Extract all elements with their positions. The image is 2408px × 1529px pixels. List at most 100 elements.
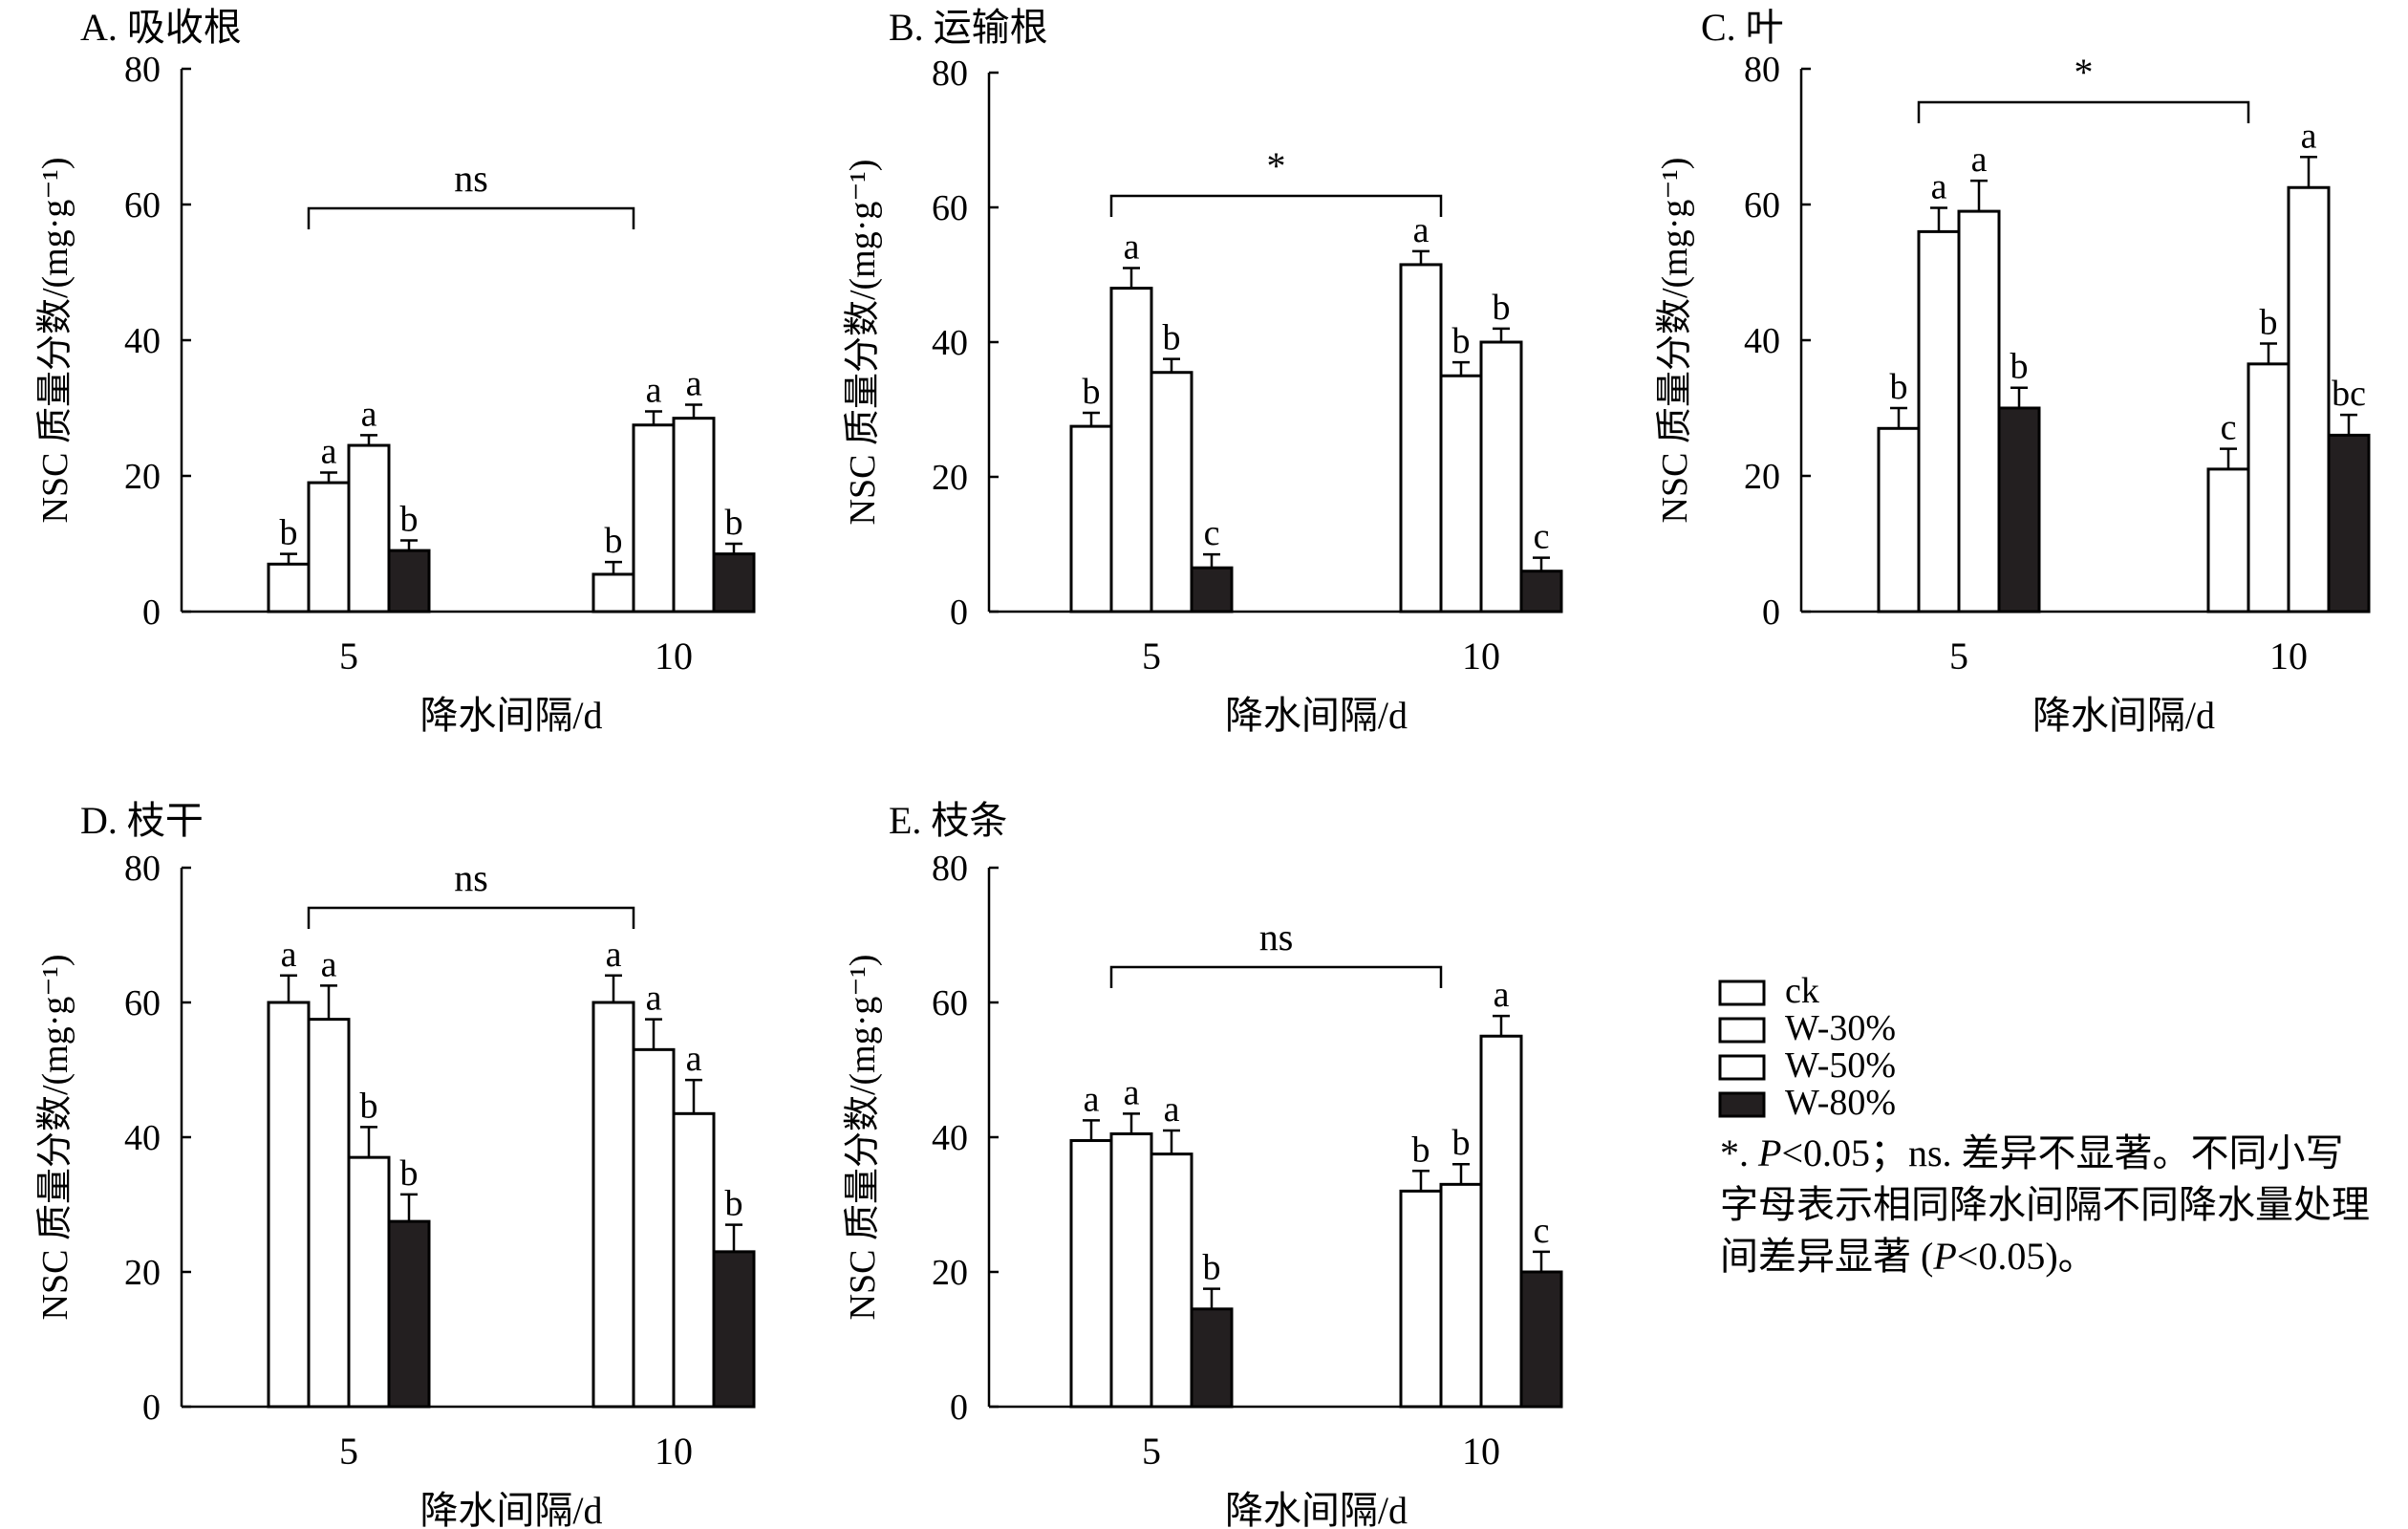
bar-W-50%-10: [1479, 1034, 1523, 1409]
bar-W-50%-10: [672, 417, 716, 614]
note-p-symbol-2: P: [1933, 1235, 1957, 1278]
y-tick-label: 20: [1744, 457, 1780, 497]
comparison-label: ns: [454, 157, 488, 200]
x-tick-label: 5: [339, 1430, 358, 1473]
comparison-bracket: [1917, 100, 2250, 123]
significance-letter: b: [605, 521, 623, 561]
y-tick-label: 80: [932, 849, 968, 889]
chart-panel-1: A. 吸收根 0 20 40 60 80 NSC 质量分数/(mg·g⁻¹) 5 10 降水间隔/…: [35, 6, 756, 737]
x-tick-label: 5: [339, 635, 358, 678]
chart-title: C. 叶: [1701, 6, 1784, 49]
bar-W-80%-5: [1190, 566, 1234, 614]
y-tick-label: 60: [932, 983, 968, 1023]
significance-letter: a: [1124, 226, 1140, 267]
significance-letter: b: [1452, 1123, 1471, 1163]
bar-W-30%-10: [632, 423, 676, 614]
bar-ck-5: [1877, 426, 1921, 614]
bar-W-80%-10: [712, 552, 756, 614]
bar-W-50%-5: [1150, 371, 1193, 614]
bar-ck-10: [591, 572, 635, 614]
x-axis-label: 降水间隔/d: [2032, 694, 2215, 737]
bar-W-50%-5: [1150, 1152, 1193, 1409]
significance-letter: a: [1164, 1089, 1180, 1130]
significance-letter: a: [1971, 140, 1988, 180]
significance-letter: a: [646, 979, 662, 1019]
bar-W-50%-5: [347, 1155, 391, 1409]
x-tick-label: 10: [2269, 635, 2308, 678]
note-p-symbol: P: [1758, 1131, 1782, 1174]
comparison-bracket: [307, 906, 635, 929]
x-tick-label: 5: [1142, 1430, 1161, 1473]
y-tick-label: 80: [1744, 50, 1780, 90]
significance-letter: b: [280, 513, 298, 553]
significance-letter: b: [725, 503, 743, 543]
bar-W-30%-5: [1109, 287, 1153, 614]
bar-ck-10: [591, 1001, 635, 1409]
significance-letter: bc: [2332, 374, 2366, 414]
y-axis-label: NSC 质量分数/(mg·g⁻¹): [1655, 158, 1695, 524]
legend-swatch: [1718, 1091, 1766, 1118]
y-tick-label: 80: [932, 54, 968, 94]
y-tick-label: 0: [142, 1388, 161, 1428]
legend-swatch: [1718, 1054, 1766, 1081]
bar-W-80%-10: [1519, 1270, 1563, 1409]
bar-W-80%-10: [712, 1250, 756, 1409]
bar-W-30%-5: [1109, 1131, 1153, 1409]
y-tick-label: 80: [124, 849, 161, 889]
significance-note: *. P<0.05；ns. 差异不显著。不同小写字母表示相同降水间隔不同降水量处…: [1720, 1128, 2379, 1282]
bar-ck-10: [1399, 263, 1443, 614]
significance-letter: a: [321, 431, 337, 471]
significance-letter: b: [1412, 1130, 1430, 1170]
y-tick-label: 60: [124, 983, 161, 1023]
comparison-bracket: [307, 206, 635, 229]
x-tick-label: 10: [1462, 635, 1500, 678]
bar-W-50%-5: [1957, 209, 2001, 614]
y-tick-label: 40: [1744, 321, 1780, 361]
significance-letter: b: [1890, 367, 1908, 407]
y-axis-label: NSC 质量分数/(mg·g⁻¹): [35, 158, 75, 524]
bar-ck-5: [267, 1001, 311, 1409]
chart-title: D. 枝干: [80, 799, 204, 842]
y-tick-label: 20: [932, 458, 968, 498]
note-text: <0.05；ns. 差异不显著。不同小写字母表示相同降水间隔不同降水量处理间差异…: [1720, 1131, 2370, 1278]
bar-W-80%-5: [1190, 1307, 1234, 1409]
bar-W-50%-10: [1479, 340, 1523, 614]
y-axis-label: NSC 质量分数/(mg·g⁻¹): [843, 160, 883, 526]
y-tick-label: 0: [142, 592, 161, 633]
significance-letter: a: [361, 394, 377, 434]
significance-letter: a: [686, 363, 702, 403]
y-tick-label: 80: [124, 50, 161, 90]
chart-panel-2: B. 运输根 0 20 40 60 80 NSC 质量分数/(mg·g⁻¹) 5 10 降水间隔/…: [843, 6, 1563, 737]
comparison-label: ns: [454, 856, 488, 899]
bar-W-30%-10: [1439, 374, 1483, 614]
significance-letter: b: [360, 1086, 378, 1126]
significance-letter: c: [1204, 513, 1220, 553]
significance-letter: b: [725, 1184, 743, 1224]
significance-letter: a: [2301, 116, 2317, 156]
significance-letter: a: [1124, 1072, 1140, 1112]
significance-letter: a: [1413, 210, 1430, 250]
comparison-label: *: [2075, 51, 2094, 94]
legend-label: W-80%: [1785, 1083, 1896, 1123]
significance-letter: a: [1084, 1079, 1100, 1119]
significance-letter: b: [1083, 372, 1101, 412]
bar-ck-5: [1069, 1139, 1113, 1409]
significance-letter: a: [281, 935, 297, 975]
y-tick-label: 60: [1744, 185, 1780, 226]
y-tick-label: 20: [124, 1253, 161, 1293]
bar-W-50%-5: [347, 443, 391, 614]
bar-ck-10: [2206, 467, 2250, 614]
significance-letter: a: [686, 1039, 702, 1079]
comparison-label: ns: [1259, 915, 1294, 958]
note-tail: <0.05)。: [1956, 1235, 2096, 1278]
y-tick-label: 20: [932, 1253, 968, 1293]
y-tick-label: 40: [124, 321, 161, 361]
bar-ck-10: [1399, 1189, 1443, 1409]
bar-W-50%-10: [672, 1111, 716, 1409]
legend-label: W-50%: [1785, 1045, 1896, 1086]
legend-label: W-30%: [1785, 1008, 1896, 1048]
comparison-label: *: [1267, 144, 1286, 187]
x-tick-label: 10: [1462, 1430, 1500, 1473]
bar-W-30%-5: [307, 481, 351, 614]
